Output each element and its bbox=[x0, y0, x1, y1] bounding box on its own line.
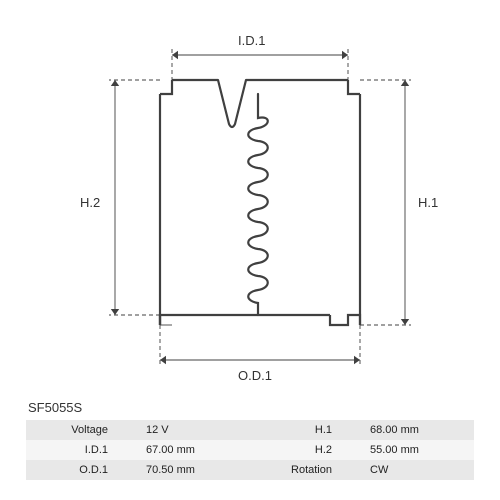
spec-value: 12 V bbox=[116, 420, 250, 440]
table-row: O.D.170.50 mmRotationCW bbox=[26, 460, 474, 480]
label-od1: O.D.1 bbox=[238, 368, 272, 383]
spec-value: 68.00 mm bbox=[340, 420, 474, 440]
spec-label: Rotation bbox=[250, 460, 340, 480]
table-row: I.D.167.00 mmH.255.00 mm bbox=[26, 440, 474, 460]
table-row: Voltage12 VH.168.00 mm bbox=[26, 420, 474, 440]
label-id1: I.D.1 bbox=[238, 33, 265, 48]
spec-value: 70.50 mm bbox=[116, 460, 250, 480]
spec-value: CW bbox=[340, 460, 474, 480]
label-h1: H.1 bbox=[418, 195, 438, 210]
spec-value: 67.00 mm bbox=[116, 440, 250, 460]
spec-value: 55.00 mm bbox=[340, 440, 474, 460]
part-number: SF5055S bbox=[28, 400, 82, 415]
technical-diagram: I.D.1 O.D.1 H.1 H.2 bbox=[0, 0, 500, 395]
spec-label: Voltage bbox=[26, 420, 116, 440]
spec-label: H.1 bbox=[250, 420, 340, 440]
spec-label: O.D.1 bbox=[26, 460, 116, 480]
spec-label: I.D.1 bbox=[26, 440, 116, 460]
label-h2: H.2 bbox=[80, 195, 100, 210]
spec-label: H.2 bbox=[250, 440, 340, 460]
spec-table: Voltage12 VH.168.00 mmI.D.167.00 mmH.255… bbox=[26, 420, 474, 480]
